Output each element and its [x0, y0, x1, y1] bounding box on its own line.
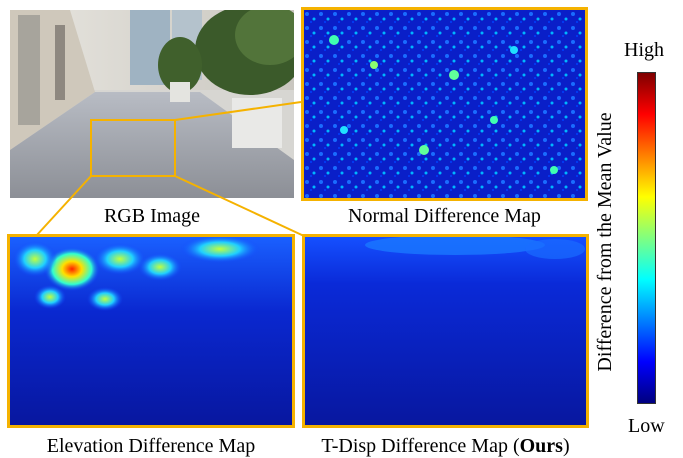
rgb-image-panel [10, 10, 294, 198]
rgb-photo [10, 10, 294, 198]
normal-map-caption: Normal Difference Map [348, 205, 541, 227]
tdisp-caption-ours: Ours [519, 435, 563, 457]
tdisp-map-caption: T-Disp Difference Map (Ours) [302, 434, 589, 458]
colorbar [637, 72, 656, 404]
elevation-map-caption: Elevation Difference Map [46, 435, 256, 457]
elevation-map-image [10, 237, 292, 425]
colorbar-title: Difference from the Mean Value [594, 112, 616, 372]
colorbar-low-label: Low [628, 415, 665, 437]
tdisp-map-image [305, 237, 586, 425]
tdisp-caption-close: ) [562, 435, 570, 457]
tdisp-difference-map [302, 234, 589, 428]
normal-difference-map [301, 7, 588, 201]
normal-map-image [304, 10, 585, 198]
rgb-image-caption: RGB Image [103, 205, 201, 227]
elevation-difference-map [7, 234, 295, 428]
colorbar-high-label: High [624, 39, 664, 61]
tdisp-caption-text: T-Disp Difference Map ( [321, 435, 520, 457]
